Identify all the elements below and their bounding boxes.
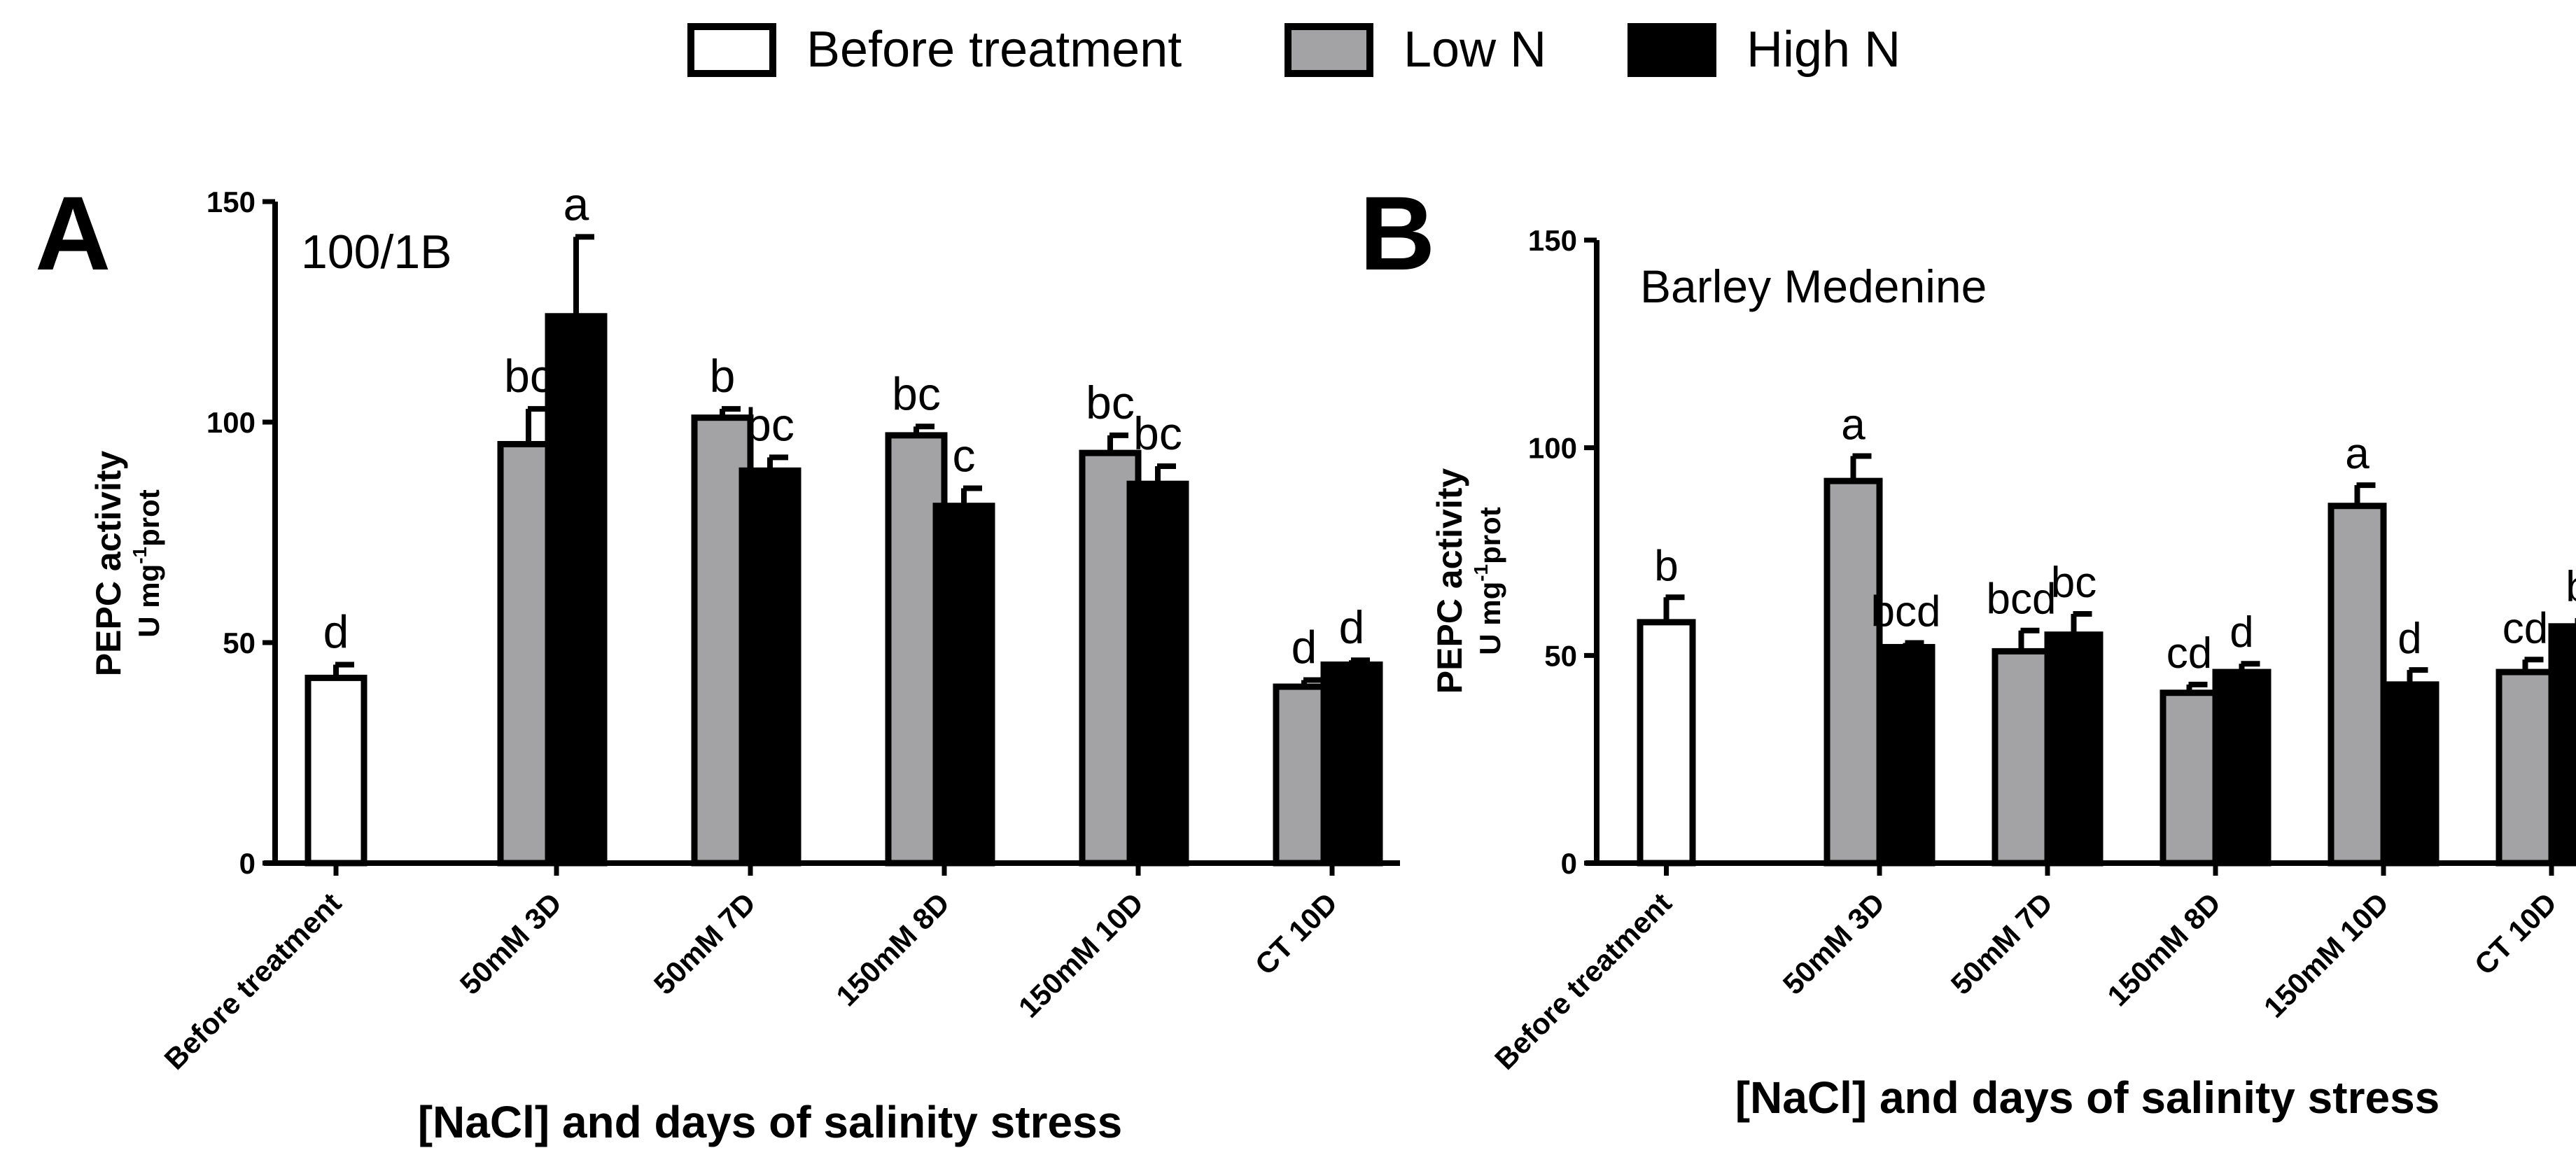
panel-a: A 100/1B PEPC activity U mg-1prot [NaCl]…: [35, 174, 1400, 1147]
panel-a-significance-letter: bc: [746, 398, 794, 450]
legend-swatch-high-n: [1628, 23, 1716, 77]
panel-b-x-tick-label: 150mM 10D: [2258, 886, 2395, 1024]
panel-a-y-tick-label: 100: [206, 406, 255, 439]
panel-a-x-tick-label: 50mM 7D: [648, 886, 762, 1001]
legend-swatch-low-n: [1284, 23, 1373, 77]
panel-b-x-tick-label: 50mM 3D: [1777, 886, 1891, 1001]
panel-b-x-tick-label: 50mM 7D: [1945, 886, 2059, 1001]
panel-b-significance-letter: bcd: [1871, 588, 1941, 636]
panel-a-unit-sup: -1: [129, 547, 150, 564]
legend-label-high-n: High N: [1746, 22, 1900, 78]
legend-item-low-n: Low N: [1284, 22, 1546, 78]
panel-a-y-tick-label: 0: [239, 847, 255, 880]
panel-a-bar-before: [304, 674, 368, 867]
panel-a-x-tick-label: 150mM 10D: [1012, 886, 1150, 1024]
panel-a-bar-high-n: [1126, 480, 1189, 867]
panel-a-significance-letter: bc: [1086, 377, 1135, 428]
panel-b-significance-letter: cd: [2502, 604, 2548, 652]
panel-a-x-tick-label: CT 10D: [1249, 886, 1344, 981]
panel-b-bar-before: [1637, 619, 1696, 867]
panel-a-unit-suffix: prot: [132, 489, 165, 547]
panel-a-significance-letter: bc: [504, 350, 553, 402]
panel-b-significance-letter: b: [2566, 563, 2576, 611]
panel-a-significance-letter: a: [564, 178, 589, 230]
panel-a-significance-letter: d: [323, 606, 349, 658]
panel-b-x-tick-label: 150mM 8D: [2101, 886, 2227, 1012]
panel-b-bar-high-n: [2380, 681, 2440, 867]
panel-a-ylabel: PEPC activity: [89, 451, 128, 677]
panel-a-title: 100/1B: [301, 225, 452, 279]
panel-b-bar-high-n: [2044, 631, 2104, 867]
panel-a-significance-letter: b: [710, 350, 736, 402]
panel-b-bar-high-n: [2548, 623, 2576, 867]
panel-b-unit-sup: -1: [1470, 564, 1492, 582]
panel-b-significance-letter: a: [1841, 401, 1865, 449]
panel-b-y-axis-title: PEPC activity U mg-1prot: [1430, 468, 1506, 694]
panel-b-unit-suffix: prot: [1474, 507, 1506, 564]
panel-a-bar-high-n: [545, 313, 608, 867]
panel-b-bar-high-n: [1876, 643, 1935, 867]
panel-a-unit-prefix: U mg: [132, 564, 165, 638]
panel-a-y-tick-label: 50: [223, 626, 255, 659]
panel-b-ylabel-unit: U mg-1prot: [1470, 507, 1506, 655]
panel-b-x-tick-label: Before treatment: [1488, 886, 1678, 1076]
panel-b-label: B: [1359, 174, 1435, 292]
panel-b-bar-high-n: [2212, 668, 2272, 867]
panel-a-y-tick-label: 150: [206, 186, 255, 218]
panel-b-bar-low-n: [1991, 648, 2051, 867]
panel-a-x-tick-label: 150mM 8D: [830, 886, 955, 1012]
panel-b-x-tick-label: CT 10D: [2468, 886, 2563, 981]
panel-a-x-tick-label: 50mM 3D: [454, 886, 568, 1001]
legend-item-high-n: High N: [1628, 22, 1900, 78]
panel-b-significance-letter: bcd: [1987, 575, 2057, 624]
panel-a-x-tick-label: Before treatment: [158, 886, 347, 1076]
panel-b-y-tick-label: 100: [1528, 432, 1577, 465]
panel-b-bar-low-n: [2328, 503, 2387, 867]
panel-b-significance-letter: d: [2230, 608, 2253, 657]
panel-a-y-axis-title: PEPC activity U mg-1prot: [89, 451, 165, 677]
panel-a-bar-high-n: [1320, 662, 1383, 867]
panel-b-ylabel: PEPC activity: [1430, 468, 1469, 694]
panel-a-xlabel: [NaCl] and days of salinity stress: [418, 1097, 1123, 1147]
panel-b-significance-letter: a: [2345, 430, 2370, 478]
panel-b-bar-low-n: [1823, 477, 1883, 867]
panel-b-bar-low-n: [2160, 690, 2219, 867]
panel-b-unit-prefix: U mg: [1474, 582, 1506, 655]
panel-b-significance-letter: b: [1654, 542, 1678, 590]
panel-b: B Barley Medenine PEPC activity U mg-1pr…: [1359, 174, 2576, 1123]
panel-b-bar-low-n: [2496, 668, 2555, 867]
panel-a-significance-letter: bc: [1133, 407, 1182, 459]
panel-b-y-tick-label: 0: [1561, 847, 1577, 880]
legend-swatch-before: [687, 23, 776, 77]
panel-b-significance-letter: bc: [2051, 559, 2096, 607]
panel-b-title: Barley Medenine: [1640, 260, 1987, 312]
panel-a-ylabel-unit: U mg-1prot: [129, 489, 165, 638]
legend: Before treatment Low N High N: [687, 22, 1900, 78]
panel-a-label: A: [35, 174, 111, 292]
panel-a-significance-letter: d: [1292, 622, 1317, 673]
panel-a-bar-high-n: [932, 503, 995, 867]
panel-a-significance-letter: bc: [892, 368, 941, 419]
panel-b-xlabel: [NaCl] and days of salinity stress: [1735, 1072, 2440, 1123]
panel-a-bar-high-n: [738, 467, 802, 867]
panel-b-y-tick-label: 150: [1528, 224, 1577, 257]
legend-label-low-n: Low N: [1404, 22, 1546, 78]
panel-a-significance-letter: d: [1339, 601, 1365, 653]
legend-item-before: Before treatment: [687, 22, 1182, 78]
panel-b-y-tick-label: 50: [1544, 639, 1577, 672]
panel-b-significance-letter: d: [2398, 615, 2421, 663]
panel-b-significance-letter: cd: [2166, 629, 2212, 678]
panel-a-significance-letter: c: [953, 430, 976, 482]
legend-label-before: Before treatment: [806, 22, 1182, 78]
